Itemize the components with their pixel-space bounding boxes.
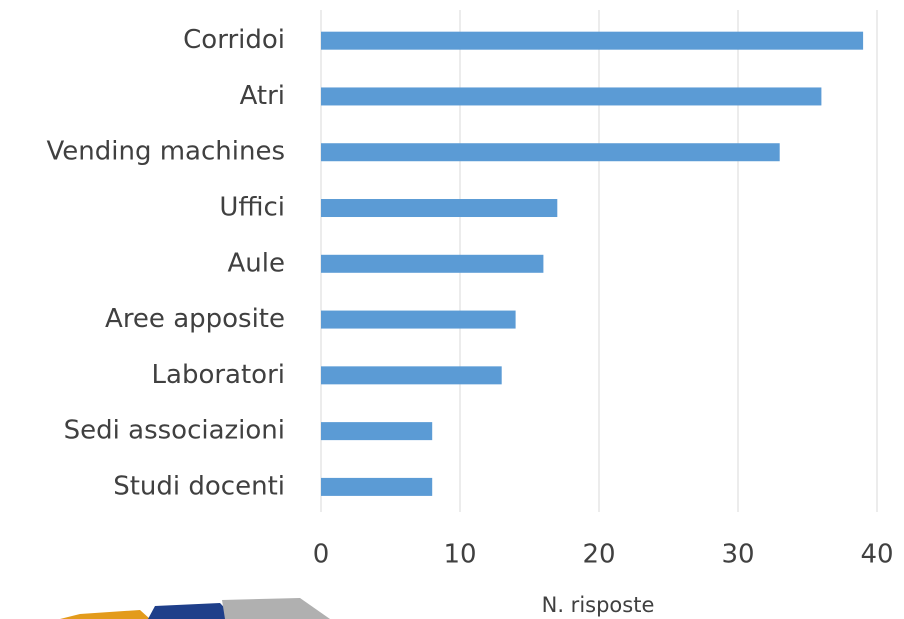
bar xyxy=(321,87,821,105)
bar xyxy=(321,32,863,50)
y-tick-label: Laboratori xyxy=(152,360,285,390)
x-tick-label: 40 xyxy=(860,540,893,570)
bar xyxy=(321,366,502,384)
y-tick-label: Sedi associazioni xyxy=(64,416,285,446)
x-tick-label: 30 xyxy=(721,540,754,570)
y-tick-label: Corridoi xyxy=(183,25,285,55)
bar xyxy=(321,143,780,161)
y-tick-label: Vending machines xyxy=(47,137,286,167)
y-tick-label: Uffici xyxy=(219,193,285,223)
y-tick-label: Aule xyxy=(228,248,285,278)
x-tick-label: 0 xyxy=(313,540,330,570)
y-tick-label: Atri xyxy=(240,81,285,111)
bar xyxy=(321,311,516,329)
y-tick-label: Aree apposite xyxy=(105,304,285,334)
x-axis-label: N. risposte xyxy=(542,593,655,617)
y-tick-label: Studi docenti xyxy=(113,471,285,501)
x-tick-label: 20 xyxy=(582,540,615,570)
bar xyxy=(321,422,432,440)
x-tick-label: 10 xyxy=(443,540,476,570)
bar xyxy=(321,255,543,273)
chart: 0 10 20 30 40 Corridoi Atri Vending machines Uff… xyxy=(0,0,904,619)
bar xyxy=(321,199,557,217)
bar xyxy=(321,478,432,496)
decoration xyxy=(60,598,330,619)
